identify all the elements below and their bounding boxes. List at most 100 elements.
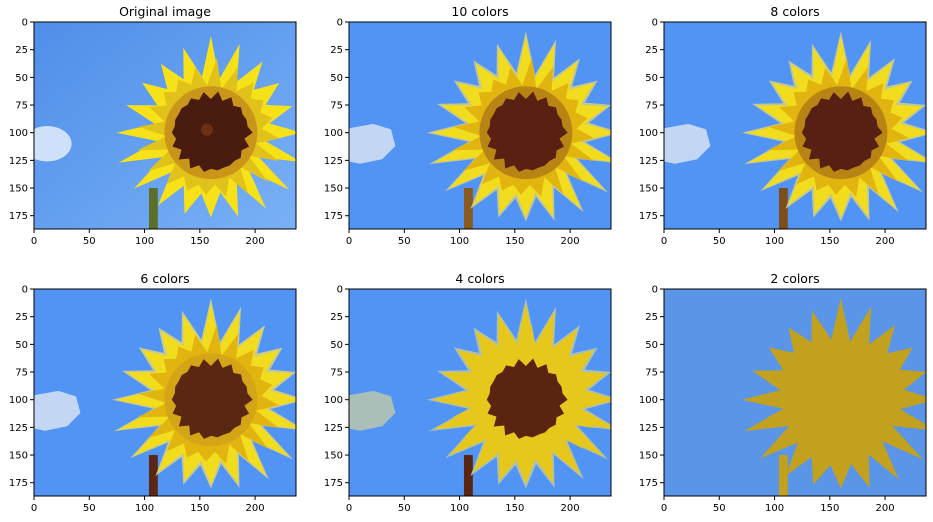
- y-tick-label: 125: [639, 423, 658, 434]
- flower-center: [801, 358, 883, 439]
- x-tick-label: 200: [246, 236, 265, 247]
- y-tick-label: 25: [15, 312, 28, 323]
- y-tick-label: 0: [337, 285, 343, 296]
- flower-center: [486, 91, 568, 172]
- axes-frame: [348, 288, 612, 497]
- subplot-title: 6 colors: [140, 271, 189, 286]
- y-tick-label: 150: [324, 451, 343, 462]
- x-tick-label: 0: [31, 236, 37, 247]
- x-tick-label: 150: [820, 503, 839, 514]
- x-tick-label: 50: [83, 503, 96, 514]
- x-tick-label: 0: [661, 503, 667, 514]
- x-tick-label: 200: [561, 503, 580, 514]
- y-tick-label: 100: [9, 128, 28, 139]
- x-tick-label: 0: [346, 236, 352, 247]
- y-tick-label: 25: [330, 45, 343, 56]
- image-area: [349, 22, 611, 229]
- x-tick-label: 50: [713, 503, 726, 514]
- x-tick-label: 50: [83, 236, 96, 247]
- y-tick-label: 75: [645, 368, 658, 379]
- flower-stem: [463, 188, 473, 229]
- y-tick-label: 50: [15, 340, 28, 351]
- axes-frame: [663, 288, 927, 497]
- image-area: [34, 289, 296, 496]
- cloud: [34, 126, 72, 162]
- y-tick-label: 50: [645, 340, 658, 351]
- y-tick-label: 100: [639, 128, 658, 139]
- x-tick-label: 100: [450, 503, 469, 514]
- image-area: [664, 289, 926, 496]
- y-tick-label: 25: [330, 312, 343, 323]
- axes-frame: [663, 21, 927, 230]
- y-tick-label: 175: [324, 211, 343, 222]
- flower-center: [171, 358, 253, 439]
- x-tick-label: 100: [450, 236, 469, 247]
- subplot-title: Original image: [119, 4, 211, 19]
- y-tick-label: 50: [330, 340, 343, 351]
- image-area: [664, 22, 926, 229]
- subplot: Original image 0 50 100 150 200 0 25 50 75 100 125 1…: [9, 4, 297, 247]
- y-tick-label: 50: [645, 73, 658, 84]
- flower-center: [486, 358, 568, 439]
- y-tick-label: 50: [15, 73, 28, 84]
- image-area: [349, 289, 611, 496]
- x-tick-label: 0: [346, 503, 352, 514]
- flower-stem: [148, 455, 158, 496]
- x-tick-label: 200: [876, 503, 895, 514]
- x-tick-label: 50: [398, 503, 411, 514]
- y-tick-label: 175: [639, 211, 658, 222]
- x-tick-label: 200: [561, 236, 580, 247]
- y-tick-label: 150: [9, 184, 28, 195]
- x-tick-label: 200: [876, 236, 895, 247]
- flower-stem: [778, 455, 788, 496]
- x-tick-label: 150: [505, 503, 524, 514]
- y-tick-label: 25: [645, 45, 658, 56]
- y-tick-label: 0: [337, 18, 343, 29]
- x-tick-label: 150: [505, 236, 524, 247]
- subplot-title: 2 colors: [770, 271, 819, 286]
- center-highlight: [200, 123, 213, 136]
- subplot: 8 colors 0 50 100 150 200 0 25 50 75 100 125 150 175: [639, 4, 927, 247]
- flower-stem: [778, 188, 788, 229]
- cloud: [664, 123, 711, 164]
- axes-frame: [348, 21, 612, 230]
- y-tick-label: 0: [22, 18, 28, 29]
- y-tick-label: 100: [9, 395, 28, 406]
- axes-frame: [33, 288, 297, 497]
- subplot-title: 10 colors: [451, 4, 508, 19]
- cloud: [349, 390, 396, 431]
- image-area: [34, 22, 296, 229]
- y-tick-label: 175: [639, 478, 658, 489]
- y-tick-label: 125: [9, 423, 28, 434]
- y-tick-label: 100: [324, 128, 343, 139]
- x-tick-label: 150: [190, 236, 209, 247]
- y-tick-label: 175: [9, 478, 28, 489]
- y-tick-label: 75: [645, 101, 658, 112]
- y-tick-label: 75: [15, 368, 28, 379]
- y-tick-label: 75: [330, 368, 343, 379]
- subplot-title: 8 colors: [770, 4, 819, 19]
- flower-center: [801, 91, 883, 172]
- y-tick-label: 0: [652, 285, 658, 296]
- x-tick-label: 100: [135, 503, 154, 514]
- cloud: [34, 390, 81, 431]
- x-tick-label: 200: [246, 503, 265, 514]
- y-tick-label: 100: [324, 395, 343, 406]
- y-tick-label: 150: [639, 184, 658, 195]
- x-tick-label: 100: [765, 503, 784, 514]
- y-tick-label: 75: [330, 101, 343, 112]
- axes-frame: [33, 21, 297, 230]
- y-tick-label: 100: [639, 395, 658, 406]
- y-tick-label: 25: [15, 45, 28, 56]
- y-tick-label: 175: [324, 478, 343, 489]
- cloud: [349, 123, 396, 164]
- subplot: 4 colors 0 50 100 150 200 0 25 50 75 100 125 150 175: [324, 271, 612, 514]
- x-tick-label: 50: [398, 236, 411, 247]
- x-tick-label: 0: [31, 503, 37, 514]
- y-tick-label: 125: [324, 156, 343, 167]
- y-tick-label: 150: [9, 451, 28, 462]
- y-tick-label: 0: [652, 18, 658, 29]
- y-tick-label: 175: [9, 211, 28, 222]
- x-tick-label: 0: [661, 236, 667, 247]
